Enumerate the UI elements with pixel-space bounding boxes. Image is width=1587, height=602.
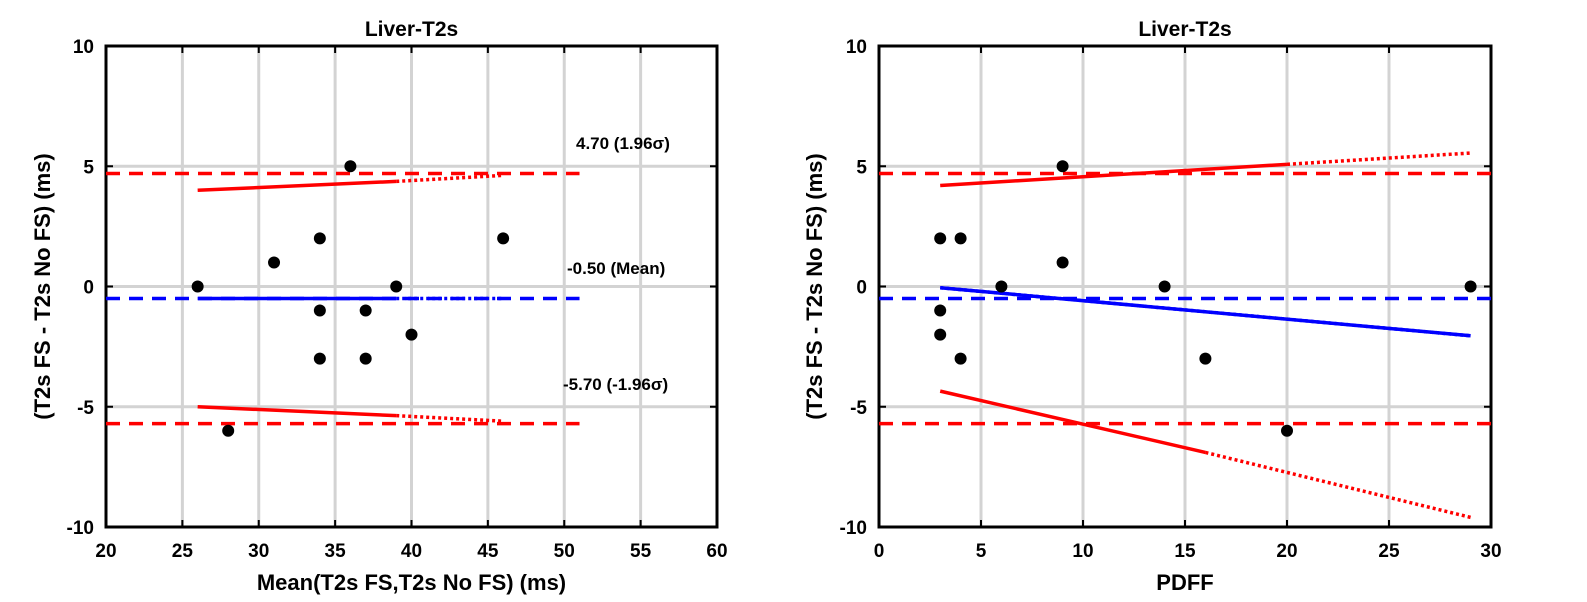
data-point (359, 352, 372, 365)
trend-line-dotted (1286, 151, 1471, 167)
data-point (359, 304, 372, 317)
data-point (954, 232, 967, 245)
x-tick-label: 15 (1174, 541, 1196, 562)
data-point (313, 304, 326, 317)
y-tick-label: 5 (856, 157, 867, 178)
trend-line-solid (939, 389, 1206, 455)
data-point (1281, 424, 1293, 437)
x-tick-label: 35 (325, 541, 347, 562)
data-point (995, 280, 1008, 293)
x-tick-label: 0 (874, 541, 885, 562)
trend-line-dotted (1204, 450, 1472, 520)
y-tick-label: 10 (73, 37, 94, 58)
x-axis-label: PDFF (1156, 570, 1213, 595)
data-point (1464, 280, 1477, 293)
x-tick-label: 25 (1378, 541, 1400, 562)
data-point (390, 280, 403, 293)
data-point (1056, 256, 1069, 269)
data-point (191, 280, 204, 293)
y-axis-label: (T2s FS - T2s No FS) (ms) (802, 153, 827, 419)
data-point (1199, 352, 1212, 365)
y-tick-label: -5 (850, 398, 867, 419)
y-tick-label: 5 (83, 157, 94, 178)
x-tick-label: 45 (477, 541, 499, 562)
reference-line-label: -5.70 (-1.96σ) (563, 375, 668, 394)
y-tick-label: -10 (67, 518, 94, 539)
x-tick-label: 55 (630, 541, 652, 562)
data-point (934, 328, 947, 341)
chart-title: Liver-T2s (365, 18, 458, 41)
data-point (954, 352, 967, 365)
data-point (405, 328, 418, 341)
x-tick-label: 60 (706, 541, 727, 562)
data-point (934, 232, 947, 245)
data-point (268, 256, 281, 269)
y-tick-label: -5 (77, 398, 94, 419)
data-point (1056, 160, 1069, 173)
y-tick-label: -10 (840, 518, 867, 539)
data-point (313, 232, 326, 245)
reference-line-label: -0.50 (Mean) (567, 259, 665, 278)
trend-line-solid (197, 179, 397, 193)
trend-line-solid (940, 162, 1288, 188)
chart-title: Liver-T2s (1138, 18, 1231, 41)
x-tick-label: 5 (976, 541, 987, 562)
data-point (1158, 280, 1171, 293)
trend-line-solid (197, 405, 397, 418)
x-tick-label: 30 (248, 541, 269, 562)
data-point (497, 232, 510, 245)
y-tick-label: 0 (83, 278, 94, 299)
y-tick-label: 0 (856, 278, 867, 299)
x-tick-label: 20 (95, 541, 116, 562)
x-tick-label: 50 (554, 541, 575, 562)
x-tick-label: 40 (401, 541, 422, 562)
y-tick-label: 10 (846, 37, 867, 58)
reference-line-label: 4.70 (1.96σ) (576, 134, 670, 153)
data-point (934, 304, 947, 317)
data-point (313, 352, 326, 365)
x-tick-label: 25 (172, 541, 194, 562)
trend-line-dotted (940, 285, 1471, 338)
x-tick-label: 20 (1276, 541, 1297, 562)
x-axis-label: Mean(T2s FS,T2s No FS) (ms) (257, 570, 566, 595)
x-tick-label: 10 (1072, 541, 1093, 562)
y-axis-label: (T2s FS - T2s No FS) (ms) (30, 153, 55, 419)
data-point (344, 160, 357, 173)
x-tick-label: 30 (1480, 541, 1501, 562)
data-point (222, 424, 235, 437)
